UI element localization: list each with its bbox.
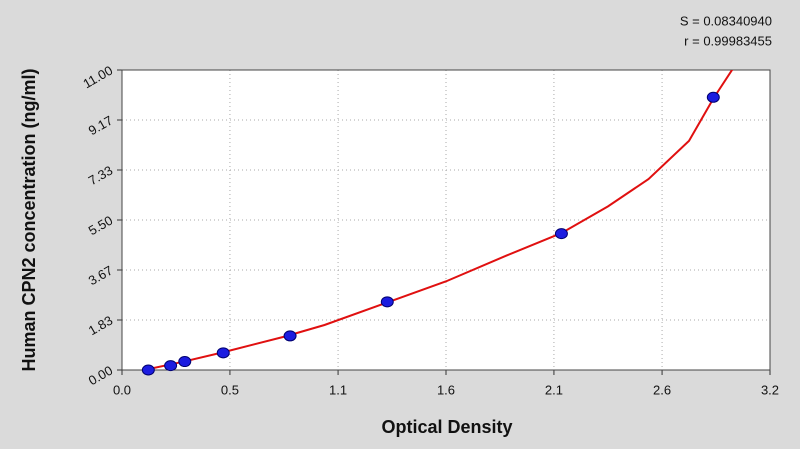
data-point [164, 360, 178, 372]
x-tick-label: 0.0 [113, 382, 131, 397]
y-axis-title: Human CPN2 concentration (ng/ml) [19, 68, 39, 371]
x-tick-label: 2.6 [653, 382, 671, 397]
data-point [380, 296, 394, 308]
data-point [283, 330, 297, 342]
data-point [178, 356, 192, 368]
x-tick-label: 1.6 [437, 382, 455, 397]
plot-border [121, 69, 771, 371]
x-tick-label: 3.2 [761, 382, 779, 397]
x-tick-label: 2.1 [545, 382, 563, 397]
data-point [554, 228, 568, 240]
x-tick-label: 0.5 [221, 382, 239, 397]
fit-curve [144, 70, 734, 370]
annotation: r = 0.99983455 [684, 33, 772, 48]
data-point [216, 347, 230, 359]
annotation: S = 0.08340940 [680, 13, 772, 28]
data-point [706, 91, 720, 103]
x-axis-title: Optical Density [381, 417, 512, 437]
data-point [141, 364, 155, 376]
x-tick-label: 1.1 [329, 382, 347, 397]
